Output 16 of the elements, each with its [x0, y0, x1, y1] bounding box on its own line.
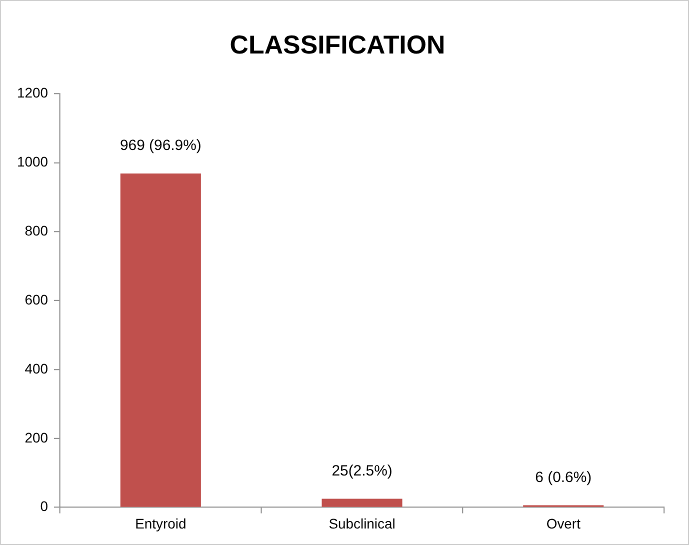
y-tick-label: 0: [40, 498, 48, 514]
y-tick-label: 1200: [16, 84, 48, 101]
x-tick-label: Overt: [546, 516, 581, 532]
chart-title: CLASSIFICATION: [230, 32, 446, 60]
x-tick-label: Entyroid: [135, 516, 186, 532]
y-tick-label: 200: [24, 429, 48, 446]
bar: [120, 173, 201, 507]
y-tick-label: 800: [24, 222, 48, 239]
data-label: 6 (0.6%): [535, 469, 592, 486]
data-label: 969 (96.9%): [120, 137, 202, 154]
x-tick-label: Subclinical: [328, 516, 396, 532]
y-tick-label: 400: [24, 360, 48, 376]
y-tick-label: 600: [24, 291, 48, 308]
bar: [322, 498, 402, 507]
y-tick-label: 1000: [16, 154, 48, 170]
data-label: 25(2.5%): [332, 462, 392, 480]
